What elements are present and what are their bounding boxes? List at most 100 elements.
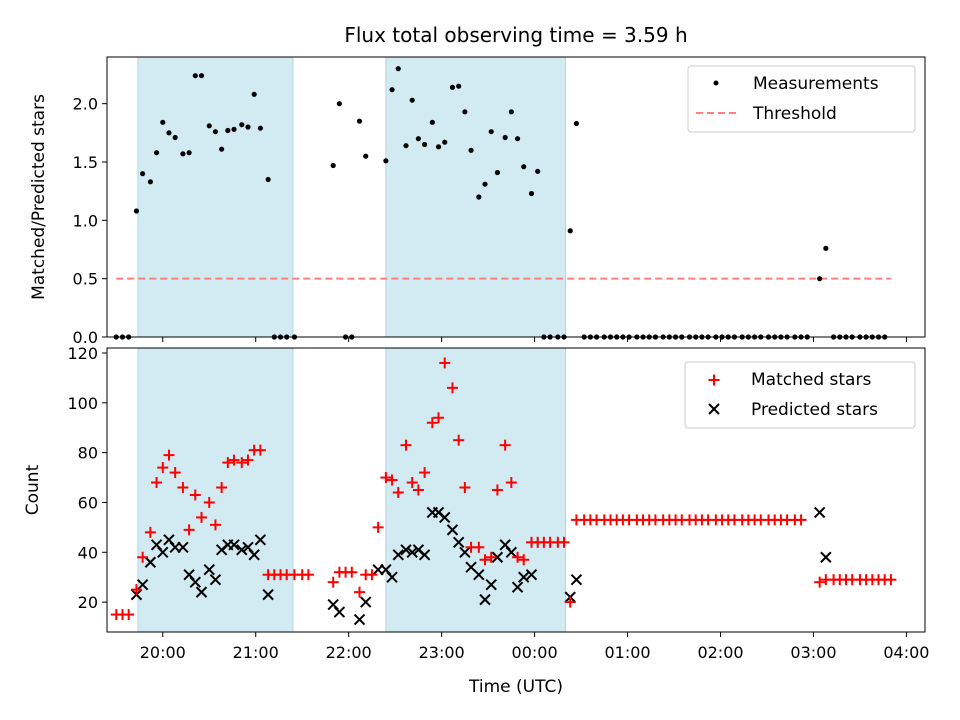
measurement-point <box>389 87 395 93</box>
matched-star-marker <box>196 511 208 523</box>
x-tick-label: 22:00 <box>326 643 372 662</box>
measurement-point <box>219 146 225 152</box>
observing-window-2 <box>385 347 567 633</box>
measurement-point <box>265 176 271 183</box>
predicted-star-marker <box>570 573 583 586</box>
ratio-plot-frame <box>106 56 926 338</box>
matched-star-marker <box>518 554 530 566</box>
matched-star-marker <box>209 519 221 531</box>
ratio-legend: Measurements Threshold <box>687 65 916 133</box>
matched-star-marker <box>236 457 248 469</box>
matched-star-marker <box>144 526 156 538</box>
predicted-star-marker <box>813 506 826 519</box>
predicted-star-marker <box>209 573 222 586</box>
measurement-point <box>435 144 442 150</box>
ratio-panel: 0.0 0.5 1.0 1.5 2.0 Flux total observing tim… <box>29 23 926 347</box>
legend-predicted-label: Predicted stars <box>751 400 878 420</box>
matched-star-marker <box>372 521 384 533</box>
time-x-axis-label: Time (UTC) <box>468 677 563 697</box>
matched-star-marker <box>795 514 807 526</box>
measurement-point <box>356 118 363 124</box>
legend-measurements-label: Measurements <box>753 74 879 94</box>
measurement-point <box>488 129 494 135</box>
matched-star-marker <box>123 609 135 621</box>
measurement-point <box>415 136 421 142</box>
predicted-star-marker <box>236 544 248 556</box>
measurement-point <box>330 162 336 169</box>
measurement-point <box>567 228 573 234</box>
matched-star-marker <box>386 474 398 486</box>
measurement-point <box>336 101 342 107</box>
matched-star-marker <box>433 412 445 424</box>
measurement-point <box>186 150 192 156</box>
y-tick-label: 0.5 <box>73 270 98 289</box>
matched-star-marker <box>366 569 378 581</box>
measurement-point <box>508 109 514 115</box>
predicted-star-marker <box>333 606 346 618</box>
measurement-point <box>192 73 198 79</box>
count-legend-box <box>684 361 916 429</box>
predicted-star-marker <box>439 511 451 524</box>
measurement-point <box>166 130 172 136</box>
predicted-star-marker <box>262 588 274 601</box>
matched-star-marker <box>459 482 471 494</box>
matched-star-marker <box>392 486 404 498</box>
matched-star-marker <box>400 439 412 451</box>
measurement-point <box>160 119 166 125</box>
count-x-axis: 20:00 21:00 22:00 23:00 00:00 01:00 02:00 03:00… <box>140 632 929 662</box>
predicted-star-marker <box>353 613 366 626</box>
predicted-star-marker <box>473 568 485 581</box>
predicted-star-marker <box>820 551 832 563</box>
x-tick-label: 21:00 <box>233 643 279 662</box>
observing-window-1 <box>137 56 294 338</box>
matched-star-marker <box>151 477 163 489</box>
measurement-point <box>823 245 829 251</box>
matched-star-marker <box>419 467 431 479</box>
matched-star-marker <box>473 541 485 553</box>
measurement-point <box>225 127 231 134</box>
y-tick-label: 60 <box>78 493 98 512</box>
legend-matched-label: Matched stars <box>751 370 871 390</box>
measurement-point <box>468 147 474 153</box>
predicted-star-marker <box>452 536 465 549</box>
measurement-point <box>456 83 462 89</box>
matched-star-marker <box>558 536 570 548</box>
matched-star-marker <box>512 551 524 563</box>
matched-star-marker <box>439 357 451 369</box>
measurement-point <box>251 91 257 97</box>
matched-star-marker <box>216 482 228 494</box>
matched-star-marker <box>453 434 465 446</box>
matched-star-marker <box>380 472 392 484</box>
x-tick-label: 02:00 <box>697 643 743 662</box>
measurement-point <box>449 84 456 90</box>
predicted-star-marker <box>392 549 404 561</box>
matched-star-marker <box>499 439 511 451</box>
count-y-axis: 20 40 60 80 100 120 <box>67 344 107 612</box>
matched-star-marker <box>406 477 418 489</box>
measurement-point <box>153 150 160 156</box>
legend-measurements-marker <box>713 80 719 86</box>
predicted-star-marker <box>505 546 518 558</box>
y-tick-label: 0.0 <box>73 328 98 347</box>
y-tick-label: 40 <box>78 543 98 562</box>
predicted-star-marker <box>479 593 491 606</box>
measurement-point <box>482 181 488 187</box>
predicted-star-marker <box>144 556 157 568</box>
measurement-point <box>257 125 263 131</box>
y-tick-label: 2.0 <box>73 95 98 114</box>
predicted-star-marker <box>189 576 202 588</box>
predicted-star-marker <box>459 546 471 558</box>
matched-star-marker <box>327 576 339 588</box>
predicted-star-marker <box>406 546 418 558</box>
predicted-star-marker <box>228 539 240 551</box>
predicted-star-markers <box>130 506 832 626</box>
count-plot-frame <box>106 347 926 633</box>
legend-predicted-marker <box>708 403 720 415</box>
matched-star-marker <box>163 449 175 461</box>
x-tick-label: 04:00 <box>883 643 929 662</box>
ratio-y-axis: 0.0 0.5 1.0 1.5 2.0 <box>73 95 107 347</box>
ratio-legend-box <box>687 65 916 133</box>
predicted-star-marker <box>525 568 538 581</box>
matched-star-marker <box>354 586 366 598</box>
